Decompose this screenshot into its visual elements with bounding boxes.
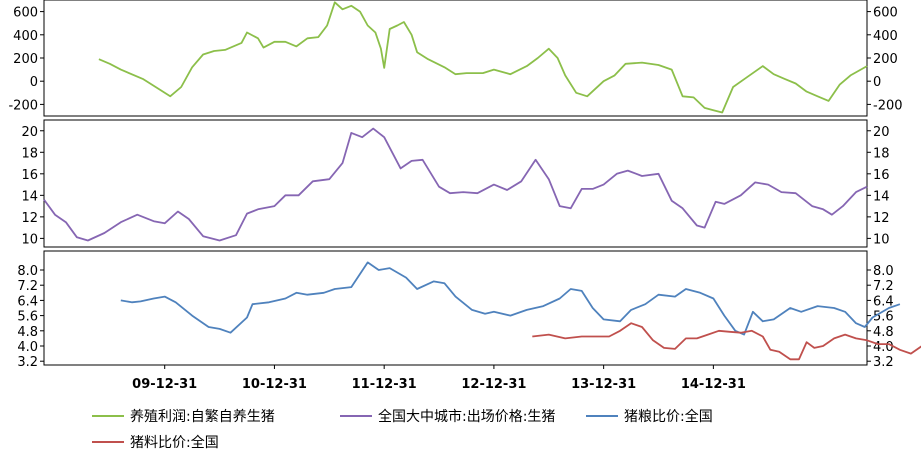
- ytick-label-right: 400: [873, 29, 898, 44]
- ytick-label-left: -200: [8, 98, 38, 113]
- legend-label-pig-feed: 猪料比价:全国: [130, 435, 219, 451]
- ytick-label-right: 3.2: [873, 355, 894, 370]
- legend-item-pig-grain: 猪粮比价:全国: [586, 406, 713, 426]
- legend-label-price: 全国大中城市:出场价格:生猪: [378, 409, 556, 425]
- panel-frame-ratio: [43, 250, 868, 366]
- ytick-label-right: 10: [873, 232, 890, 247]
- panel-frame-price: [43, 119, 868, 248]
- ytick-label-right: -200: [873, 98, 903, 113]
- ytick-label-left: 12: [21, 211, 38, 226]
- ytick-label-left: 20: [21, 125, 38, 140]
- ytick-label-left: 5.6: [17, 310, 38, 325]
- ytick-label-left: 14: [21, 189, 38, 204]
- x-axis: 09-12-31 10-12-31 11-12-31 12-12-31 13-12-31…: [132, 365, 746, 392]
- series-line-profit-0: [98, 1, 868, 114]
- ytick-label-left: 10: [21, 232, 38, 247]
- xtick-label: 12-12-31: [461, 377, 526, 392]
- ytick-label-right: 12: [873, 211, 890, 226]
- legend-label-profit: 养殖利润:自繁自养生猪: [130, 409, 275, 425]
- y-axis-ticks: 600 600 400 400 200 200 0 0 -200 -200 20 20 18 18 16 16…: [8, 6, 902, 371]
- ytick-label-left: 4.8: [17, 325, 38, 340]
- legend-item-pig-feed: 猪料比价:全国: [92, 432, 219, 452]
- ytick-label-left: 16: [21, 168, 38, 183]
- xtick-label: 13-12-31: [571, 377, 636, 392]
- legend-item-price: 全国大中城市:出场价格:生猪: [340, 406, 555, 426]
- ytick-label-left: 400: [13, 29, 38, 44]
- series-line-price-0: [43, 127, 868, 242]
- ytick-label-right: 200: [873, 52, 898, 67]
- legend-swatch-pig-grain: [586, 415, 618, 417]
- ytick-label-left: 18: [21, 146, 38, 161]
- panel-frame-profit: [43, 0, 868, 117]
- chart-series: [43, 1, 921, 361]
- legend-swatch-price: [340, 415, 372, 417]
- legend-swatch-profit: [92, 415, 124, 417]
- xtick-label: 09-12-31: [132, 377, 197, 392]
- ytick-label-right: 4.0: [873, 340, 894, 355]
- ytick-label-left: 0: [30, 75, 38, 90]
- ytick-label-right: 0: [873, 75, 881, 90]
- ytick-label-left: 600: [13, 6, 38, 21]
- ytick-label-left: 6.4: [17, 294, 38, 309]
- ytick-label-left: 7.2: [17, 279, 38, 294]
- legend: 养殖利润:自繁自养生猪 全国大中城市:出场价格:生猪 猪粮比价:全国 猪料比价:…: [0, 400, 921, 454]
- legend-label-pig-grain: 猪粮比价:全国: [624, 409, 713, 425]
- ytick-label-left: 4.0: [17, 340, 38, 355]
- ytick-label-right: 20: [873, 125, 890, 140]
- ytick-label-left: 3.2: [17, 355, 38, 370]
- xtick-label: 11-12-31: [352, 377, 417, 392]
- ytick-label-right: 600: [873, 6, 898, 21]
- ytick-label-left: 8.0: [17, 264, 38, 279]
- ytick-label-left: 200: [13, 52, 38, 67]
- series-line-ratio-0: [120, 261, 901, 336]
- xtick-label: 10-12-31: [242, 377, 307, 392]
- xtick-label: 14-12-31: [681, 377, 746, 392]
- chart-panel-frames: [43, 0, 868, 366]
- ytick-label-right: 16: [873, 168, 890, 183]
- ytick-label-right: 14: [873, 189, 890, 204]
- ytick-label-right: 6.4: [873, 294, 894, 309]
- series-line-ratio-1: [532, 322, 921, 361]
- ytick-label-right: 7.2: [873, 279, 894, 294]
- ytick-label-right: 4.8: [873, 325, 894, 340]
- legend-item-profit: 养殖利润:自繁自养生猪: [92, 406, 275, 426]
- legend-swatch-pig-feed: [92, 441, 124, 443]
- ytick-label-right: 8.0: [873, 264, 894, 279]
- ytick-label-right: 18: [873, 146, 890, 161]
